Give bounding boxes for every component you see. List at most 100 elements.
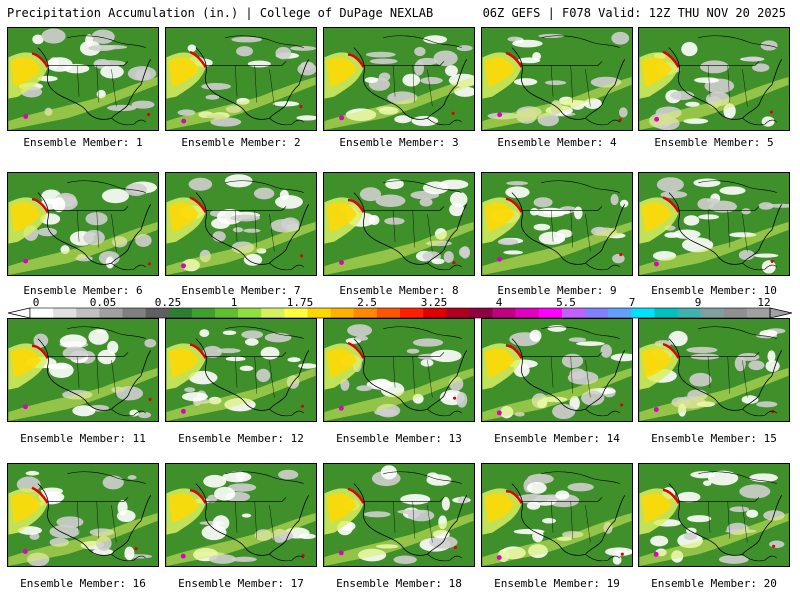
scale-swatch [30, 308, 54, 318]
precipitation-map [166, 319, 316, 421]
precipitation-map [324, 28, 474, 130]
ensemble-member-label: Ensemble Member: 16 [20, 577, 146, 590]
scale-swatch [585, 308, 609, 318]
scale-arrow-right [769, 307, 793, 319]
scale-tick-label: 2.5 [357, 296, 377, 309]
scale-swatch [330, 308, 355, 318]
scale-swatch [261, 308, 285, 318]
ensemble-map-panel [323, 27, 475, 131]
ensemble-map-panel [638, 27, 790, 131]
precipitation-map [482, 319, 632, 421]
scale-tick-label: 0.25 [154, 296, 182, 309]
scale-swatch [353, 308, 378, 318]
scale-tick-label: 1 [230, 296, 238, 309]
precipitation-map [482, 28, 632, 130]
ensemble-map-panel [323, 172, 475, 276]
scale-swatch [515, 308, 540, 318]
scale-swatch [700, 308, 725, 318]
ensemble-map-panel [7, 27, 159, 131]
scale-tick-label: 0 [32, 296, 40, 309]
scale-tick-label: 7 [628, 296, 636, 309]
ensemble-member-label: Ensemble Member: 13 [336, 432, 462, 445]
ensemble-member-label: Ensemble Member: 11 [20, 432, 146, 445]
scale-swatch [191, 308, 216, 318]
ensemble-map-panel [7, 318, 159, 422]
precipitation-map [639, 464, 789, 566]
ensemble-member-label: Ensemble Member: 4 [497, 136, 617, 149]
precipitation-map [8, 173, 158, 275]
ensemble-member-label: Ensemble Member: 2 [181, 136, 301, 149]
precipitation-map [166, 464, 316, 566]
precipitation-map [166, 28, 316, 130]
scale-swatch [492, 308, 516, 318]
scale-swatch [469, 308, 493, 318]
scale-tick-label: 12 [757, 296, 771, 309]
scale-swatch [122, 308, 146, 318]
ensemble-member-label: Ensemble Member: 12 [178, 432, 304, 445]
scale-arrow-left [7, 307, 31, 319]
ensemble-map-panel [7, 463, 159, 567]
ensemble-map-panel [638, 172, 790, 276]
precipitation-map [324, 173, 474, 275]
ensemble-map-panel [481, 463, 633, 567]
precipitation-map [639, 173, 789, 275]
scale-swatch [446, 308, 470, 318]
scale-swatch [238, 308, 262, 318]
scale-swatch [723, 308, 748, 318]
scale-swatch [654, 308, 678, 318]
ensemble-map-panel [165, 463, 317, 567]
scale-tick-label: 3.25 [420, 296, 448, 309]
scale-swatch [376, 308, 401, 318]
ensemble-member-label: Ensemble Member: 3 [339, 136, 459, 149]
ensemble-map-panel [481, 318, 633, 422]
scale-swatch [284, 308, 308, 318]
scale-swatch [99, 308, 123, 318]
precipitation-map [639, 319, 789, 421]
ensemble-member-label: Ensemble Member: 18 [336, 577, 462, 590]
precipitation-map [482, 464, 632, 566]
ensemble-map-panel [638, 463, 790, 567]
ensemble-map-panel [323, 318, 475, 422]
ensemble-map-panel [481, 27, 633, 131]
scale-swatch [631, 308, 655, 318]
ensemble-map-panel [165, 27, 317, 131]
scale-tick-label: 9 [694, 296, 702, 309]
ensemble-map-panel [638, 318, 790, 422]
precipitation-map [8, 464, 158, 566]
ensemble-map-panel [323, 463, 475, 567]
precipitation-map [324, 464, 474, 566]
ensemble-member-label: Ensemble Member: 8 [339, 284, 459, 297]
ensemble-member-label: Ensemble Member: 10 [651, 284, 777, 297]
ensemble-member-label: Ensemble Member: 19 [494, 577, 620, 590]
precipitation-map [324, 319, 474, 421]
scale-swatch [538, 308, 563, 318]
ensemble-map-panel [481, 172, 633, 276]
precipitation-map [639, 28, 789, 130]
scale-swatch [76, 308, 100, 318]
scale-tick-label: 1.75 [286, 296, 314, 309]
scale-tick-label: 5.5 [556, 296, 576, 309]
scale-tick-label: 0.05 [89, 296, 117, 309]
ensemble-map-panel [165, 318, 317, 422]
ensemble-member-label: Ensemble Member: 15 [651, 432, 777, 445]
ensemble-member-label: Ensemble Member: 9 [497, 284, 617, 297]
scale-tick-label: 4 [495, 296, 503, 309]
ensemble-member-label: Ensemble Member: 6 [23, 284, 143, 297]
ensemble-member-label: Ensemble Member: 20 [651, 577, 777, 590]
scale-swatch [215, 308, 239, 318]
scale-swatch [608, 308, 632, 318]
color-scale-bar [7, 307, 793, 319]
ensemble-member-label: Ensemble Member: 14 [494, 432, 620, 445]
scale-swatch [307, 308, 331, 318]
scale-swatch [746, 308, 771, 318]
ensemble-member-label: Ensemble Member: 7 [181, 284, 301, 297]
scale-swatch [53, 308, 77, 318]
scale-swatch [423, 308, 447, 318]
scale-swatch [168, 308, 193, 318]
model-run-info: 06Z GEFS | F078 Valid: 12Z THU NOV 20 20… [482, 6, 786, 20]
precipitation-map [8, 319, 158, 421]
scale-swatch [400, 308, 424, 318]
precipitation-map [166, 173, 316, 275]
scale-swatch [561, 308, 586, 318]
ensemble-member-label: Ensemble Member: 1 [23, 136, 143, 149]
